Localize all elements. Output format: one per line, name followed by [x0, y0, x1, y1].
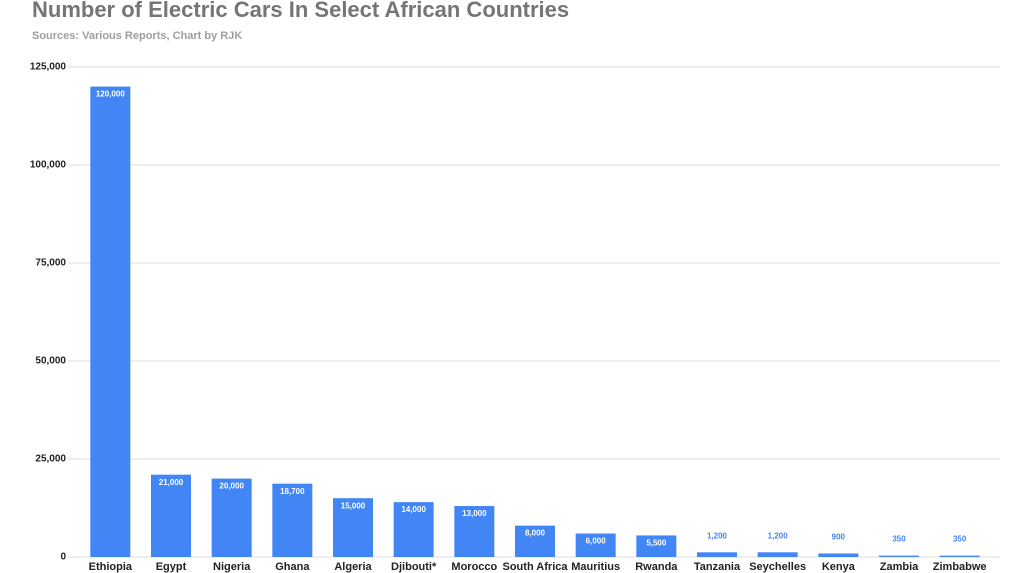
x-tick-label: Egypt	[156, 561, 187, 573]
value-label: 350	[892, 535, 906, 544]
value-label: 21,000	[159, 478, 184, 487]
x-tick-label: Kenya	[822, 561, 856, 573]
value-label: 5,500	[646, 539, 667, 548]
y-tick-label: 100,000	[30, 160, 67, 171]
value-label: 900	[832, 533, 846, 542]
value-label: 20,000	[219, 482, 244, 491]
value-label: 1,200	[768, 531, 789, 540]
value-label: 13,000	[462, 509, 487, 518]
x-tick-label: Seychelles	[749, 561, 806, 573]
x-tick-label: Zimbabwe	[933, 561, 987, 573]
value-label: 1,200	[707, 531, 728, 540]
y-tick-label: 125,000	[30, 62, 67, 73]
value-label: 14,000	[401, 505, 426, 514]
bar	[211, 478, 252, 557]
x-tick-label: Zambia	[880, 561, 919, 573]
bar	[697, 552, 737, 557]
bar	[333, 498, 373, 557]
value-label: 8,000	[525, 529, 546, 538]
bar	[90, 86, 131, 557]
y-tick-label: 0	[60, 552, 66, 563]
x-tick-label: Rwanda	[635, 561, 678, 573]
x-tick-label: Morocco	[451, 561, 497, 573]
x-tick-label: South Africa	[503, 561, 569, 573]
y-tick-label: 75,000	[35, 258, 66, 269]
x-tick-label: Nigeria	[213, 561, 251, 573]
y-tick-label: 50,000	[35, 356, 66, 367]
value-label: 350	[953, 535, 967, 544]
bar	[636, 535, 677, 557]
value-label: 15,000	[341, 501, 366, 510]
x-tick-label: Mauritius	[571, 561, 620, 573]
x-tick-label: Ghana	[275, 561, 310, 573]
x-tick-label: Algeria	[334, 561, 372, 573]
value-label: 18,700	[280, 487, 305, 496]
bar	[757, 552, 798, 557]
y-tick-label: 25,000	[35, 454, 66, 465]
value-label: 6,000	[586, 537, 607, 546]
chart-title: Number of Electric Cars In Select Africa…	[32, 0, 569, 22]
bar	[272, 483, 313, 557]
bar	[393, 502, 434, 557]
value-label: 120,000	[96, 90, 125, 99]
x-tick-label: Tanzania	[694, 561, 741, 573]
chart-subtitle: Sources: Various Reports, Chart by RJK	[32, 30, 242, 42]
bar	[818, 553, 859, 557]
bar	[454, 506, 495, 557]
x-tick-label: Djibouti*	[391, 561, 437, 573]
bar	[939, 555, 980, 557]
bar	[515, 525, 555, 557]
bar	[151, 474, 191, 557]
x-tick-label: Ethiopia	[89, 561, 133, 573]
bar	[879, 555, 919, 557]
bar	[575, 533, 616, 557]
